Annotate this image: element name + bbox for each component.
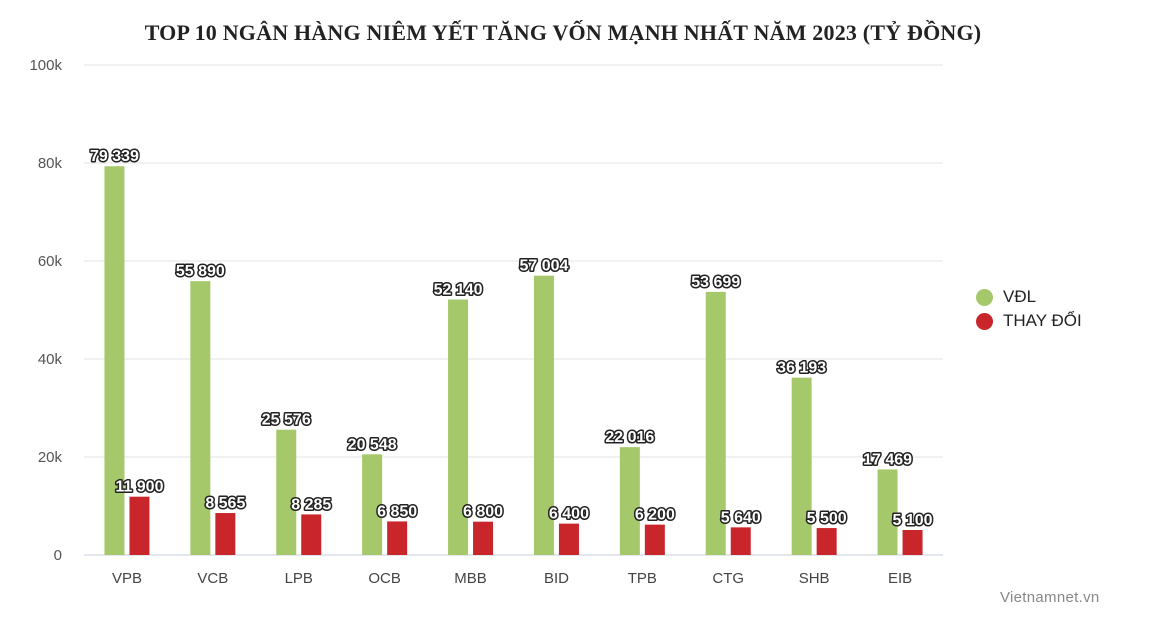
x-tick-label: TPB xyxy=(628,570,657,587)
bar-thay-doi[interactable] xyxy=(816,528,837,555)
data-label: 6 400 xyxy=(549,506,589,523)
bar-thay-doi[interactable] xyxy=(730,527,751,555)
data-label: 11 900 xyxy=(115,479,163,496)
data-label: 22 016 xyxy=(605,429,654,446)
bar-thay-doi[interactable] xyxy=(387,521,408,555)
data-label: 6 800 xyxy=(463,504,503,521)
x-tick-label: VPB xyxy=(112,570,142,587)
bar-thay-doi[interactable] xyxy=(558,523,579,555)
data-label: 25 576 xyxy=(262,412,311,429)
x-tick-label: BID xyxy=(544,570,569,587)
x-axis: VPB VCB LPB OCB MBB BID TPB CTG SHB EIB xyxy=(112,570,912,587)
x-tick-label: CTG xyxy=(712,570,744,587)
data-labels: 79 339 11 900 55 890 8 565 25 576 8 285 20 548… xyxy=(88,147,934,531)
bar-thay-doi[interactable] xyxy=(644,524,665,555)
data-label: 57 004 xyxy=(519,258,568,275)
data-label: 36 193 xyxy=(777,360,826,377)
data-label: 8 565 xyxy=(205,495,245,512)
legend-marker xyxy=(976,288,993,306)
x-tick-label: MBB xyxy=(454,570,487,587)
y-tick-label: 100k xyxy=(29,57,62,74)
data-label: 5 100 xyxy=(893,512,933,529)
data-label: 55 890 xyxy=(176,263,225,280)
bar-vdl[interactable] xyxy=(362,454,383,555)
y-tick-label: 80k xyxy=(38,155,63,172)
watermark: Vietnamnet.vn xyxy=(1000,589,1100,606)
bar-thay-doi[interactable] xyxy=(215,513,236,555)
legend-marker xyxy=(976,312,993,330)
bar-vdl[interactable] xyxy=(448,299,469,555)
data-label: 5 640 xyxy=(721,509,761,526)
data-label: 17 469 xyxy=(863,451,912,468)
y-tick-label: 0 xyxy=(54,547,62,564)
legend-item-thay-doi[interactable]: THAY ĐỔI xyxy=(976,309,1082,333)
bar-thay-doi[interactable] xyxy=(129,496,150,555)
chart-title: TOP 10 NGÂN HÀNG NIÊM YẾT TĂNG VỐN MẠNH … xyxy=(144,20,982,45)
data-label: 52 140 xyxy=(434,282,483,299)
legend: VĐL THAY ĐỔI xyxy=(976,285,1082,333)
y-tick-label: 40k xyxy=(38,351,63,368)
data-label: 6 850 xyxy=(377,503,417,520)
bar-vdl[interactable] xyxy=(533,275,554,555)
x-tick-label: OCB xyxy=(368,570,401,587)
legend-item-vdl[interactable]: VĐL xyxy=(976,285,1082,309)
data-label: 8 285 xyxy=(291,496,331,513)
data-label: 79 339 xyxy=(90,148,139,165)
x-tick-label: EIB xyxy=(888,570,912,587)
bar-thay-doi[interactable] xyxy=(473,521,494,555)
bar-thay-doi[interactable] xyxy=(902,530,923,555)
data-label: 5 500 xyxy=(807,510,847,527)
bar-vdl[interactable] xyxy=(705,291,726,555)
x-tick-label: LPB xyxy=(285,570,313,587)
bar-thay-doi[interactable] xyxy=(301,514,322,555)
data-label: 53 699 xyxy=(691,274,740,291)
bars xyxy=(104,166,923,556)
bar-vdl[interactable] xyxy=(276,429,297,555)
legend-label: THAY ĐỔI xyxy=(1003,311,1082,330)
legend-label: VĐL xyxy=(1003,287,1037,306)
y-tick-label: 20k xyxy=(38,449,63,466)
y-tick-label: 60k xyxy=(38,253,63,270)
x-tick-label: VCB xyxy=(197,570,228,587)
x-tick-label: SHB xyxy=(799,570,830,587)
bar-vdl[interactable] xyxy=(791,377,812,555)
bar-vdl[interactable] xyxy=(877,469,898,555)
bar-vdl[interactable] xyxy=(619,447,640,555)
data-label: 6 200 xyxy=(635,507,675,524)
y-axis: 0 20k 40k 60k 80k 100k xyxy=(29,57,62,564)
bar-vdl[interactable] xyxy=(104,166,125,556)
data-label: 20 548 xyxy=(348,436,397,453)
grid-lines xyxy=(84,64,943,556)
bar-vdl[interactable] xyxy=(190,281,211,555)
